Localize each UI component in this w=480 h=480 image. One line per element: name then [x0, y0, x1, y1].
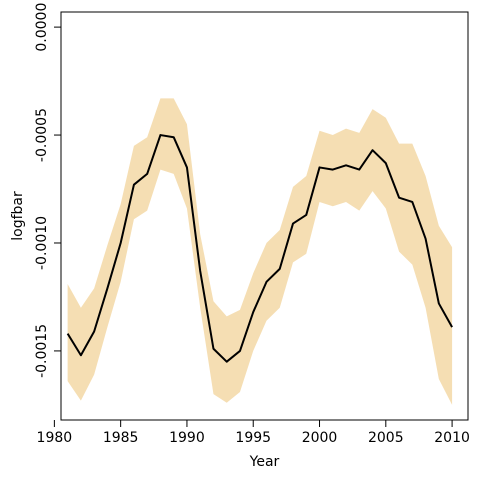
y-tick-label: 0.0000 — [34, 3, 50, 52]
series-line — [66, 134, 453, 363]
x-tick-label: 1985 — [103, 430, 139, 446]
y-axis-title: logfbar — [10, 191, 26, 241]
x-tick-label: 2010 — [434, 430, 470, 446]
x-tick-label: 1980 — [37, 430, 73, 446]
x-tick-label: 1990 — [169, 430, 205, 446]
confidence-band — [67, 98, 453, 405]
y-tick-label: -0.0015 — [34, 324, 50, 378]
y-tick-label: -0.0005 — [34, 108, 50, 162]
plot-area — [66, 98, 453, 405]
x-axis: 1980 1985 1990 1995 2000 2005 2010 — [37, 420, 470, 446]
plot-frame — [60, 11, 469, 421]
y-axis: 0.0000 -0.0005 -0.0010 -0.0015 — [34, 3, 61, 378]
x-axis-title: Year — [249, 454, 280, 470]
x-tick-label: 2000 — [302, 430, 338, 446]
x-tick-label: 2005 — [368, 430, 404, 446]
y-tick-label: -0.0010 — [34, 216, 50, 270]
x-tick-label: 1995 — [235, 430, 271, 446]
